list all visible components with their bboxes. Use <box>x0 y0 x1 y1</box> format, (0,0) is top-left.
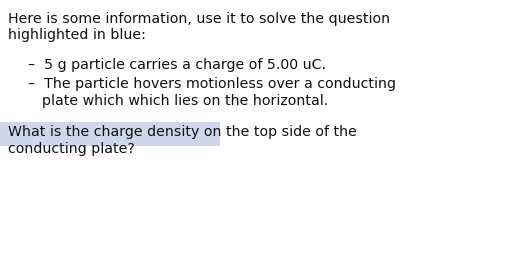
Text: –  5 g particle carries a charge of 5.00 uC.: – 5 g particle carries a charge of 5.00 … <box>28 58 326 72</box>
Text: plate which which lies on the horizontal.: plate which which lies on the horizontal… <box>42 94 328 108</box>
Text: –  The particle hovers motionless over a conducting: – The particle hovers motionless over a … <box>28 77 396 91</box>
Text: highlighted in blue:: highlighted in blue: <box>8 28 146 42</box>
Text: conducting plate?: conducting plate? <box>8 141 135 155</box>
Text: What is the charge density on the top side of the: What is the charge density on the top si… <box>8 125 357 139</box>
Bar <box>0 122 220 146</box>
Text: Here is some information, use it to solve the question: Here is some information, use it to solv… <box>8 12 390 26</box>
